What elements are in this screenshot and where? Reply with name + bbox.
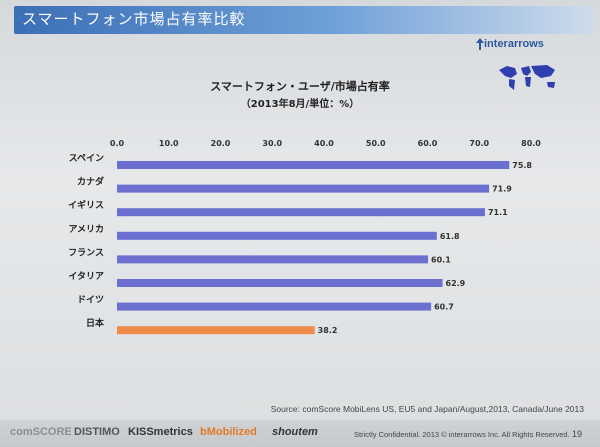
category-label: イタリア — [68, 270, 104, 282]
bar-value-label: 60.7 — [434, 303, 454, 312]
x-tick-label: 30.0 — [262, 139, 282, 148]
bar — [117, 208, 485, 217]
bar-value-label: 71.1 — [488, 208, 508, 217]
bar-value-label: 38.2 — [318, 326, 338, 335]
x-tick-label: 10.0 — [159, 139, 179, 148]
footer — [0, 420, 600, 447]
bar — [117, 326, 315, 335]
x-tick-label: 70.0 — [469, 139, 489, 148]
slide-title: スマートフォン市場占有率比較 — [22, 10, 246, 28]
x-tick-label: 80.0 — [521, 139, 541, 148]
bar-value-label: 62.9 — [446, 279, 466, 288]
page-number: 19 — [572, 429, 583, 439]
brand-comscore: comSCORE — [10, 426, 72, 438]
x-tick-label: 20.0 — [211, 139, 231, 148]
brand-shoutem: shoutem — [272, 426, 318, 438]
category-label: ドイツ — [77, 295, 104, 306]
bar — [117, 161, 510, 169]
category-label: カナダ — [77, 176, 104, 188]
brand-distimo: DISTIMO — [74, 426, 120, 438]
source-note: Source: comScore MobiLens US, EU5 and Ja… — [270, 404, 584, 414]
x-tick-label: 60.0 — [418, 139, 438, 148]
bar — [117, 302, 432, 311]
bar — [117, 255, 429, 264]
interarrows-logo-icon — [476, 38, 484, 50]
bar-chart: 0.0 10.0 20.0 30.0 40.0 50.0 60.0 70.0 80.0 スペイン 7… — [68, 139, 542, 336]
title-bar — [14, 6, 594, 34]
bar-value-label: 60.1 — [431, 255, 451, 264]
x-tick-label: 50.0 — [366, 139, 386, 148]
x-tick-label: 0.0 — [110, 139, 125, 148]
world-map-icon — [499, 65, 555, 90]
x-tick-label: 40.0 — [314, 139, 334, 148]
bar-value-label: 61.8 — [440, 232, 460, 241]
bar — [117, 231, 437, 240]
bar — [117, 279, 443, 287]
confidential-note: Strictly Confidential. 2013 © interarrow… — [354, 430, 570, 439]
category-label: フランス — [68, 247, 104, 258]
bar — [117, 184, 490, 193]
category-label: スペイン — [69, 153, 104, 164]
category-label: 日本 — [86, 317, 105, 329]
brand-bmobilized: bMobilized — [200, 426, 257, 438]
bar-value-label: 75.8 — [512, 161, 532, 170]
brand-kissmetrics: KISSmetrics — [128, 426, 193, 438]
chart-subtitle: （2013年8月/単位：%） — [240, 99, 360, 110]
chart-title: スマートフォン・ユーザ/市場占有率 — [210, 80, 390, 93]
logo-text: interarrows — [484, 38, 544, 50]
category-label: アメリカ — [68, 224, 104, 235]
category-label: イギリス — [68, 199, 104, 211]
bar-value-label: 71.9 — [492, 185, 512, 194]
